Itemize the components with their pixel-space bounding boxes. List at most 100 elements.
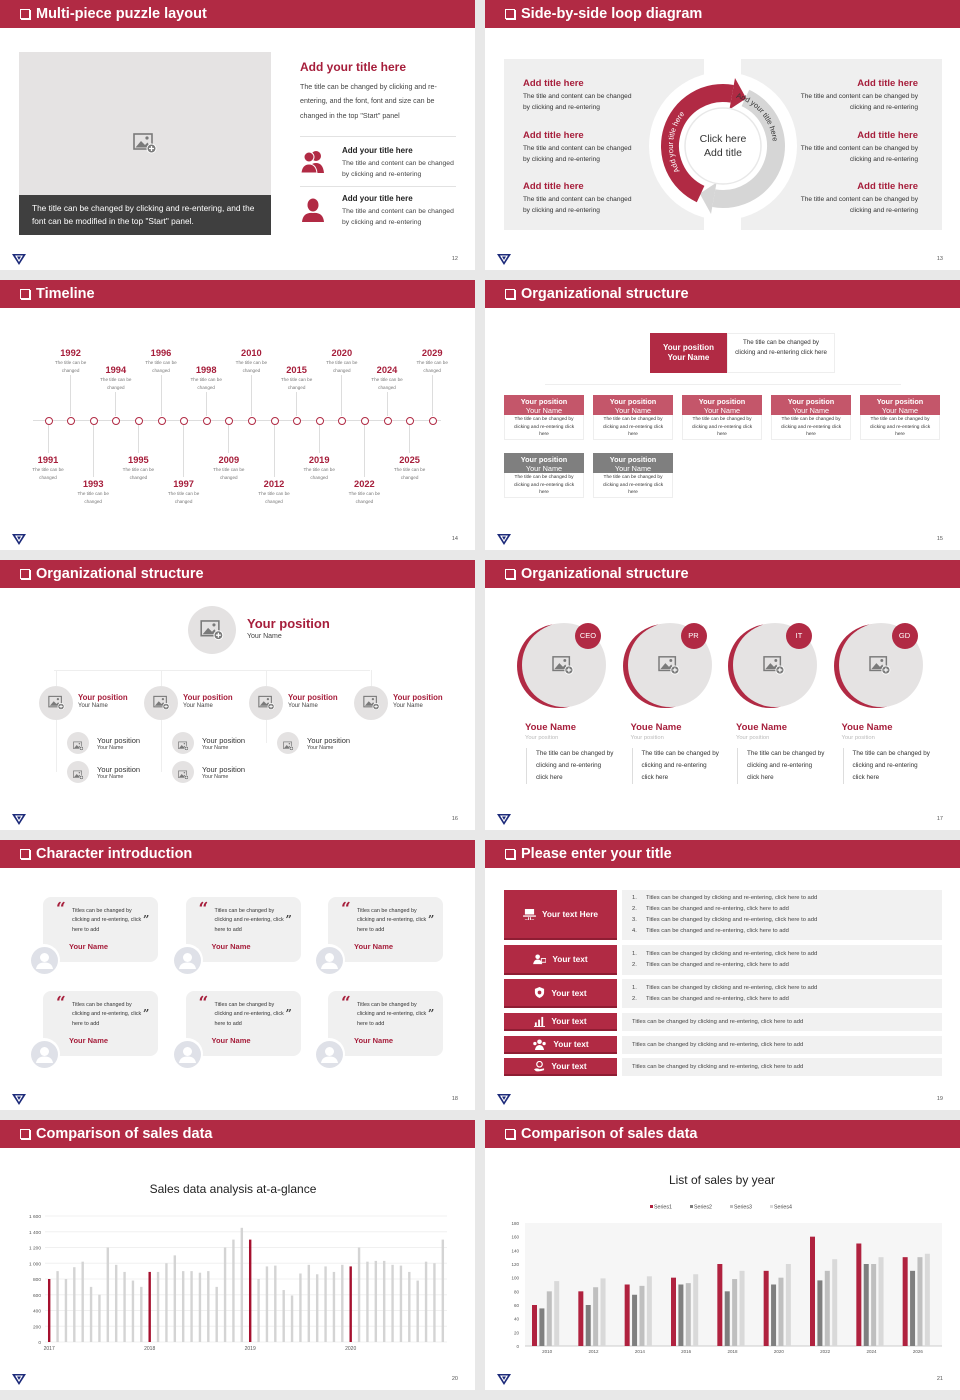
member-header[interactable]: Your position Your Name: [771, 395, 851, 415]
row-label-cell[interactable]: Your text Here: [504, 890, 617, 940]
row-label-cell[interactable]: Your text: [504, 1013, 617, 1031]
connector-line: [160, 372, 162, 416]
y-tick-label: 1 000: [29, 1261, 41, 1267]
timeline-node[interactable]: [89, 416, 98, 425]
timeline-node[interactable]: [247, 416, 256, 425]
checkbox-icon: [20, 1129, 30, 1139]
member-header[interactable]: Your position Your Name: [593, 395, 673, 415]
row-content-cell: Titles can be changed by clicking and re…: [622, 1013, 942, 1031]
timeline-node[interactable]: [383, 416, 392, 425]
x-tick-label: 2018: [144, 1346, 155, 1352]
branch-avatar[interactable]: [249, 686, 283, 720]
slide-timeline[interactable]: Timeline 14 1991 The title can be changed 19…: [0, 280, 475, 550]
timeline-node[interactable]: [67, 416, 76, 425]
row-content-cell: Titles can be changed by clicking and re…: [622, 1036, 942, 1054]
list-number: 1.: [632, 951, 637, 957]
slide-puzzle[interactable]: Multi-piece puzzle layout 12 The title can…: [0, 0, 475, 270]
character-name: Your Name: [354, 1036, 394, 1045]
quote-card[interactable]: [185, 991, 301, 1056]
row-content-cell: 1. Titles can be changed by clicking and …: [622, 945, 942, 975]
image-add-icon: [177, 738, 189, 751]
member-header[interactable]: Your position Your Name: [504, 395, 584, 415]
x-tick-label: 2014: [635, 1349, 646, 1354]
timeline-node[interactable]: [112, 416, 121, 425]
slide-loop[interactable]: Side-by-side loop diagram 13 Add title her…: [485, 0, 960, 270]
y-tick-label: 180: [511, 1221, 519, 1226]
item-body: The title and content can be changed by …: [800, 93, 918, 112]
x-tick-label: 2016: [681, 1349, 692, 1354]
timeline-node[interactable]: [44, 416, 53, 425]
branch-avatar[interactable]: [39, 686, 73, 720]
role-badge: CEO: [575, 623, 601, 649]
bar-series4: [693, 1274, 699, 1346]
timeline-node[interactable]: [428, 416, 437, 425]
child-avatar[interactable]: [172, 732, 194, 754]
slide-org2[interactable]: Organizational structure 16 Your position Y…: [0, 560, 475, 830]
slide-chart2[interactable]: Comparison of sales data 21 List of sales …: [485, 1120, 960, 1390]
row-label-cell[interactable]: Your text: [504, 945, 617, 975]
person-name: Youe Name: [841, 722, 893, 733]
quote-card[interactable]: [328, 991, 443, 1056]
y-tick-label: 100: [511, 1276, 519, 1281]
timeline-node[interactable]: [157, 416, 166, 425]
row-label-cell[interactable]: Your text: [504, 979, 617, 1008]
member-position: Your position: [609, 454, 657, 464]
chart-title: Sales data analysis at-a-glance: [150, 1182, 317, 1196]
list-text: Titles can be changed and re-entering, c…: [646, 906, 789, 912]
item-body: The title and content can be changed by …: [523, 196, 632, 215]
slide-characters[interactable]: Character introduction 18 “Titles can be c…: [0, 840, 475, 1110]
child-avatar[interactable]: [172, 761, 194, 783]
member-header[interactable]: Your position Your Name: [593, 453, 673, 473]
slide-chart1[interactable]: Comparison of sales data 20 Sales data ana…: [0, 1120, 475, 1390]
member-header[interactable]: Your position Your Name: [682, 395, 762, 415]
connector-line: [409, 424, 411, 453]
child-avatar[interactable]: [67, 761, 89, 783]
member-name: Your Name: [525, 463, 563, 473]
member-header[interactable]: Your position Your Name: [504, 453, 584, 473]
slide-org3[interactable]: Organizational structure 17 CEO Youe Name Yo…: [485, 560, 960, 830]
quote-card[interactable]: [328, 897, 443, 962]
bar-series4: [832, 1259, 838, 1346]
y-tick-label: 600: [33, 1293, 41, 1299]
branch-avatar[interactable]: [354, 686, 388, 720]
item-title: Add title here: [523, 78, 584, 89]
timeline-node[interactable]: [225, 416, 234, 425]
open-quote-icon: “: [198, 899, 209, 919]
branch-avatar[interactable]: [144, 686, 178, 720]
avatar-icon: [173, 947, 201, 974]
timeline-node[interactable]: [360, 416, 369, 425]
member-header[interactable]: Your position Your Name: [860, 395, 940, 415]
member-desc: The title can be changed by clicking and…: [682, 415, 762, 440]
timeline-node[interactable]: [270, 416, 279, 425]
bar: [56, 1271, 59, 1342]
quote-card[interactable]: [185, 897, 301, 962]
image-add-icon[interactable]: [133, 132, 157, 154]
timeline-node[interactable]: [406, 416, 415, 425]
bar-series1: [902, 1257, 908, 1346]
timeline-node[interactable]: [293, 416, 302, 425]
legend-swatch: [770, 1205, 773, 1208]
row-label-cell[interactable]: Your text: [504, 1058, 617, 1076]
bar-series2: [771, 1284, 777, 1346]
timeline-node[interactable]: [180, 416, 189, 425]
row-label-cell[interactable]: Your text: [504, 1036, 617, 1054]
slide-org1[interactable]: Organizational structure 15 Your position Y…: [485, 280, 960, 550]
bar: [215, 1286, 218, 1342]
child-avatar[interactable]: [277, 732, 299, 754]
timeline-node[interactable]: [338, 416, 347, 425]
head-box[interactable]: Your position Your Name: [650, 333, 727, 373]
timeline-node[interactable]: [315, 416, 324, 425]
x-tick-label: 2017: [44, 1346, 55, 1352]
slide-header: Comparison of sales data: [0, 1120, 475, 1148]
child-avatar[interactable]: [67, 732, 89, 754]
member-desc: The title can be changed by clicking and…: [504, 415, 584, 440]
quote-card[interactable]: [43, 897, 158, 962]
row-label: Your text: [551, 1016, 587, 1026]
slide-table[interactable]: Please enter your title 19 Your text Here 1…: [485, 840, 960, 1110]
member-name: Your Name: [881, 405, 919, 415]
quote-card[interactable]: [43, 991, 158, 1056]
slide-header: Comparison of sales data: [485, 1120, 960, 1148]
timeline-node[interactable]: [134, 416, 143, 425]
top-avatar[interactable]: [188, 606, 236, 654]
timeline-node[interactable]: [202, 416, 211, 425]
